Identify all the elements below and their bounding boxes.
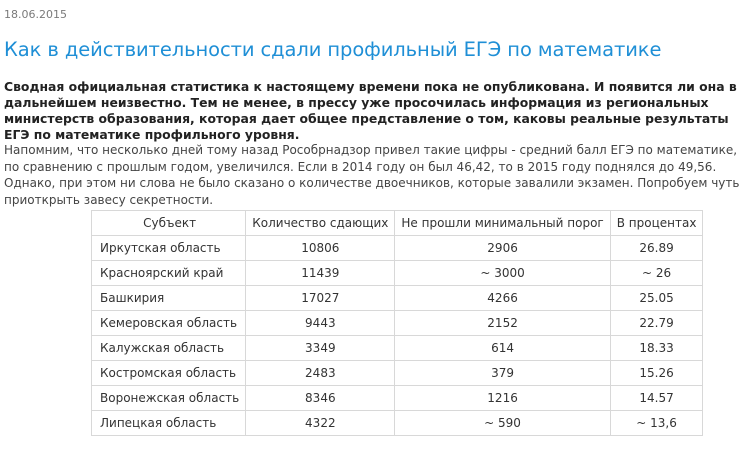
article-lead: Сводная официальная статистика к настоящ…: [4, 79, 737, 142]
cell-count: 2483: [245, 360, 396, 386]
cell-failed: ~ 3000: [394, 260, 611, 286]
cell-failed: 614: [394, 335, 611, 361]
cell-subject: Башкирия: [90, 285, 247, 311]
table-row: Башкирия 17027 4266 25.05: [90, 285, 704, 311]
cell-percent: 18.33: [609, 335, 704, 361]
cell-subject: Воронежская область: [90, 385, 247, 411]
cell-percent: 15.26: [609, 360, 704, 386]
cell-count: 4322: [245, 410, 396, 436]
publish-date: 18.06.2015: [4, 8, 67, 21]
header-percent: В процентах: [609, 210, 704, 236]
cell-subject: Костромская область: [90, 360, 247, 386]
cell-count: 10806: [245, 235, 396, 261]
cell-percent: 22.79: [609, 310, 704, 336]
cell-percent: 25.05: [609, 285, 704, 311]
cell-subject: Красноярский край: [90, 260, 247, 286]
cell-count: 9443: [245, 310, 396, 336]
cell-count: 17027: [245, 285, 396, 311]
cell-subject: Иркутская область: [90, 235, 247, 261]
cell-percent: ~ 13,6: [609, 410, 704, 436]
cell-count: 3349: [245, 335, 396, 361]
table-row: Воронежская область 8346 1216 14.57: [90, 385, 704, 411]
table-header-row: Субъект Количество сдающих Не прошли мин…: [90, 210, 704, 236]
cell-percent: 26.89: [609, 235, 704, 261]
table-row: Кемеровская область 9443 2152 22.79: [90, 310, 704, 336]
header-failed: Не прошли минимальный порог: [394, 210, 611, 236]
cell-count: 8346: [245, 385, 396, 411]
table-row: Иркутская область 10806 2906 26.89: [90, 235, 704, 261]
table-row: Липецкая область 4322 ~ 590 ~ 13,6: [90, 410, 704, 436]
cell-failed: 2152: [394, 310, 611, 336]
cell-failed: 2906: [394, 235, 611, 261]
cell-percent: ~ 26: [609, 260, 704, 286]
article-title[interactable]: Как в действительности сдали профильный …: [4, 38, 662, 61]
cell-subject: Кемеровская область: [90, 310, 247, 336]
table-row: Красноярский край 11439 ~ 3000 ~ 26: [90, 260, 704, 286]
cell-failed: 1216: [394, 385, 611, 411]
table-row: Калужская область 3349 614 18.33: [90, 335, 704, 361]
cell-subject: Липецкая область: [90, 410, 247, 436]
cell-failed: 379: [394, 360, 611, 386]
header-count: Количество сдающих: [245, 210, 396, 236]
table-row: Костромская область 2483 379 15.26: [90, 360, 704, 386]
cell-count: 11439: [245, 260, 396, 286]
header-subject: Субъект: [90, 210, 247, 236]
cell-failed: 4266: [394, 285, 611, 311]
results-table: Субъект Количество сдающих Не прошли мин…: [90, 210, 704, 436]
article-body: Напомним, что несколько дней тому назад …: [4, 143, 740, 207]
cell-subject: Калужская область: [90, 335, 247, 361]
cell-percent: 14.57: [609, 385, 704, 411]
cell-failed: ~ 590: [394, 410, 611, 436]
